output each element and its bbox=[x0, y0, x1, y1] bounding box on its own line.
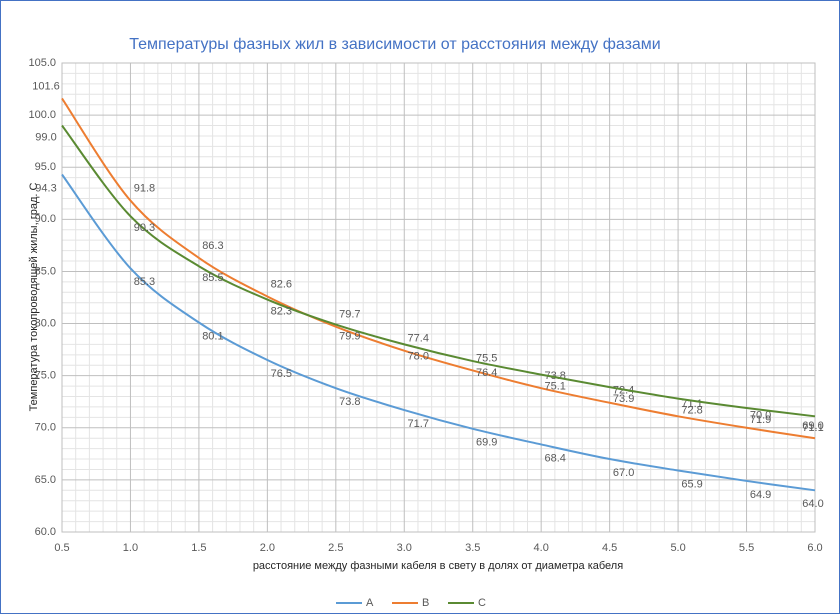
data-label: 71.7 bbox=[408, 418, 429, 430]
data-label: 69.0 bbox=[802, 420, 823, 432]
line-series bbox=[61, 97, 816, 440]
data-label: 72.8 bbox=[681, 405, 702, 417]
x-tick-label: 4.0 bbox=[534, 542, 549, 554]
data-label: 79.7 bbox=[339, 309, 360, 321]
data-label: 65.9 bbox=[681, 478, 702, 490]
grid bbox=[61, 62, 816, 533]
y-tick-label: 85.0 bbox=[35, 265, 56, 277]
x-tick-label: 3.0 bbox=[397, 542, 412, 554]
data-label: 90.3 bbox=[134, 222, 155, 234]
chart-title: Температуры фазных жил в зависимости от … bbox=[129, 36, 661, 53]
data-label: 70.0 bbox=[750, 410, 771, 422]
data-label: 71.9 bbox=[750, 414, 771, 426]
legend-label: A bbox=[366, 597, 374, 609]
data-label: 75.5 bbox=[476, 352, 497, 364]
x-tick-label: 0.5 bbox=[54, 542, 69, 554]
y-tick-label: 95.0 bbox=[35, 161, 56, 173]
data-label: 64.0 bbox=[802, 498, 823, 510]
x-tick-label: 5.5 bbox=[739, 542, 754, 554]
data-label: 67.0 bbox=[613, 467, 634, 479]
line-series bbox=[61, 173, 816, 492]
data-label: 71.1 bbox=[802, 422, 823, 434]
data-label: 101.6 bbox=[32, 80, 60, 92]
x-axis-title: расстояние между фазными кабеля в свету … bbox=[253, 560, 623, 572]
y-tick-label: 105.0 bbox=[28, 57, 56, 69]
legend-label: C bbox=[478, 597, 486, 609]
data-label: 69.9 bbox=[476, 437, 497, 449]
data-label: 85.3 bbox=[134, 276, 155, 288]
y-tick-label: 65.0 bbox=[35, 474, 56, 486]
data-label: 85.5 bbox=[202, 272, 223, 284]
x-tick-label: 3.5 bbox=[465, 542, 480, 554]
y-tick-label: 90.0 bbox=[35, 213, 56, 225]
y-tick-label: 60.0 bbox=[35, 526, 56, 538]
data-label: 99.0 bbox=[35, 131, 56, 143]
data-label: 82.6 bbox=[271, 278, 292, 290]
data-label: 78.0 bbox=[408, 350, 429, 362]
data-label: 73.9 bbox=[613, 393, 634, 405]
y-tick-label: 80.0 bbox=[35, 317, 56, 329]
data-label: 91.8 bbox=[134, 182, 155, 194]
plot-border bbox=[61, 62, 816, 533]
y-tick-label: 75.0 bbox=[35, 370, 56, 382]
legend-label: B bbox=[422, 597, 429, 609]
data-label: 86.3 bbox=[202, 240, 223, 252]
x-tick-label: 2.0 bbox=[260, 542, 275, 554]
x-tick-label: 1.5 bbox=[191, 542, 206, 554]
data-label: 79.9 bbox=[339, 331, 360, 343]
x-tick-label: 2.5 bbox=[328, 542, 343, 554]
x-tick-label: 1.0 bbox=[123, 542, 138, 554]
data-label: 64.9 bbox=[750, 489, 771, 501]
data-label: 76.5 bbox=[271, 368, 292, 380]
data-label: 76.4 bbox=[476, 367, 497, 379]
data-label: 73.8 bbox=[339, 396, 360, 408]
data-label: 77.4 bbox=[408, 333, 429, 345]
data-label: 68.4 bbox=[544, 452, 565, 464]
x-tick-label: 5.0 bbox=[670, 542, 685, 554]
data-label: 94.3 bbox=[35, 182, 56, 194]
y-tick-label: 100.0 bbox=[28, 109, 56, 121]
data-label: 82.3 bbox=[271, 305, 292, 317]
y-axis-title: Температура токопроводящей жилы, град. С bbox=[28, 183, 40, 412]
y-tick-label: 70.0 bbox=[35, 422, 56, 434]
data-label: 80.1 bbox=[202, 330, 223, 342]
x-tick-label: 4.5 bbox=[602, 542, 617, 554]
line-series bbox=[61, 124, 816, 418]
x-tick-label: 6.0 bbox=[807, 542, 822, 554]
data-label: 75.1 bbox=[544, 381, 565, 393]
